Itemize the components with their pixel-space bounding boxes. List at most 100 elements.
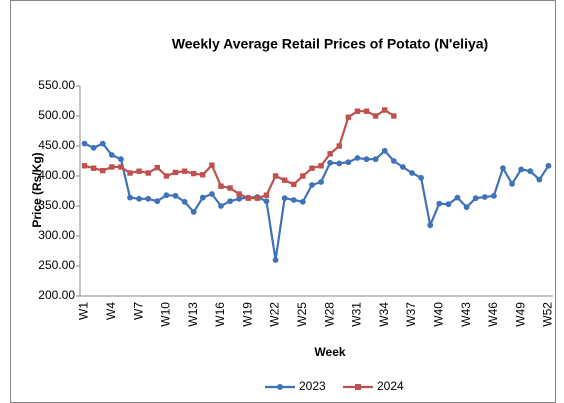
point: [136, 195, 143, 202]
point: [345, 114, 352, 120]
x-tick-label: W1: [77, 302, 91, 320]
point: [381, 147, 388, 154]
y-tick-label: 500.00: [38, 108, 75, 122]
x-tick-label: W16: [213, 302, 227, 327]
x-axis-title: Week: [314, 345, 345, 359]
x-tick-label: W31: [350, 302, 364, 327]
point: [527, 168, 534, 175]
y-tick-label: 550.00: [38, 78, 75, 92]
point: [136, 168, 142, 174]
point: [472, 195, 479, 202]
point: [263, 192, 270, 198]
point: [345, 159, 352, 166]
point: [427, 222, 434, 229]
point: [163, 173, 170, 179]
point: [109, 164, 115, 170]
point: [327, 151, 333, 157]
point: [363, 108, 370, 114]
y-axis-title: Price (Rs/Kg): [30, 152, 44, 227]
x-tick-label: W52: [541, 302, 555, 327]
point: [90, 144, 97, 151]
point: [145, 195, 152, 202]
x-tick-label: W34: [377, 302, 391, 327]
x-tick-label: W22: [268, 302, 282, 327]
point: [181, 198, 188, 205]
point: [100, 167, 106, 174]
point: [218, 183, 224, 189]
x-tick-label: W46: [486, 302, 500, 327]
point: [536, 176, 543, 183]
point: [336, 160, 343, 167]
legend-marker: [355, 384, 361, 390]
point: [363, 156, 370, 163]
point: [199, 194, 206, 201]
point: [245, 195, 251, 201]
point: [445, 201, 452, 208]
point: [372, 156, 379, 163]
point: [99, 140, 106, 147]
point: [309, 165, 315, 171]
point: [372, 113, 379, 119]
point: [145, 170, 151, 176]
point: [481, 194, 488, 200]
y-tick-label: 450.00: [38, 138, 75, 152]
point: [272, 257, 279, 263]
point: [490, 192, 497, 199]
point: [463, 204, 470, 211]
point: [172, 169, 179, 176]
point: [299, 198, 306, 205]
legend-label: 2024: [377, 379, 404, 393]
y-tick-label: 250.00: [38, 258, 75, 272]
point: [354, 155, 361, 161]
point: [181, 168, 188, 174]
legend-marker: [277, 384, 283, 390]
point: [227, 198, 233, 205]
point: [108, 152, 115, 158]
point: [236, 195, 243, 202]
x-tick-label: W10: [159, 302, 173, 327]
point: [309, 182, 315, 188]
point: [154, 164, 161, 171]
point: [208, 191, 215, 197]
point: [272, 173, 279, 179]
point: [290, 197, 297, 203]
point: [382, 107, 388, 113]
x-tick-label: W7: [131, 302, 145, 320]
point: [236, 191, 242, 197]
point: [500, 165, 506, 172]
point: [218, 203, 224, 209]
point: [163, 192, 170, 199]
x-tick-label: W43: [459, 302, 473, 327]
point: [418, 174, 425, 181]
point: [318, 163, 324, 169]
point: [281, 195, 288, 202]
point: [227, 185, 233, 191]
point: [191, 170, 197, 177]
point: [190, 209, 197, 215]
point: [90, 165, 97, 171]
point: [436, 200, 443, 207]
chart-border: [10, 0, 556, 403]
point: [281, 177, 288, 183]
point: [327, 159, 334, 166]
point: [454, 194, 461, 201]
x-tick-label: W4: [104, 302, 118, 320]
point: [391, 113, 397, 119]
point: [118, 156, 124, 163]
x-tick-label: W13: [186, 302, 200, 327]
point: [400, 164, 406, 170]
point: [318, 179, 324, 185]
point: [81, 140, 88, 147]
x-tick-label: W28: [322, 302, 336, 327]
x-tick-label: W49: [513, 302, 527, 327]
point: [254, 195, 261, 201]
y-tick-label: 300.00: [38, 228, 75, 242]
legend-label: 2023: [299, 379, 326, 393]
point: [545, 162, 552, 169]
y-tick-label: 400.00: [38, 168, 75, 182]
x-tick-label: W40: [431, 302, 445, 327]
point: [263, 198, 270, 205]
point: [118, 164, 124, 170]
x-tick-label: W19: [240, 302, 254, 327]
point: [127, 194, 133, 201]
